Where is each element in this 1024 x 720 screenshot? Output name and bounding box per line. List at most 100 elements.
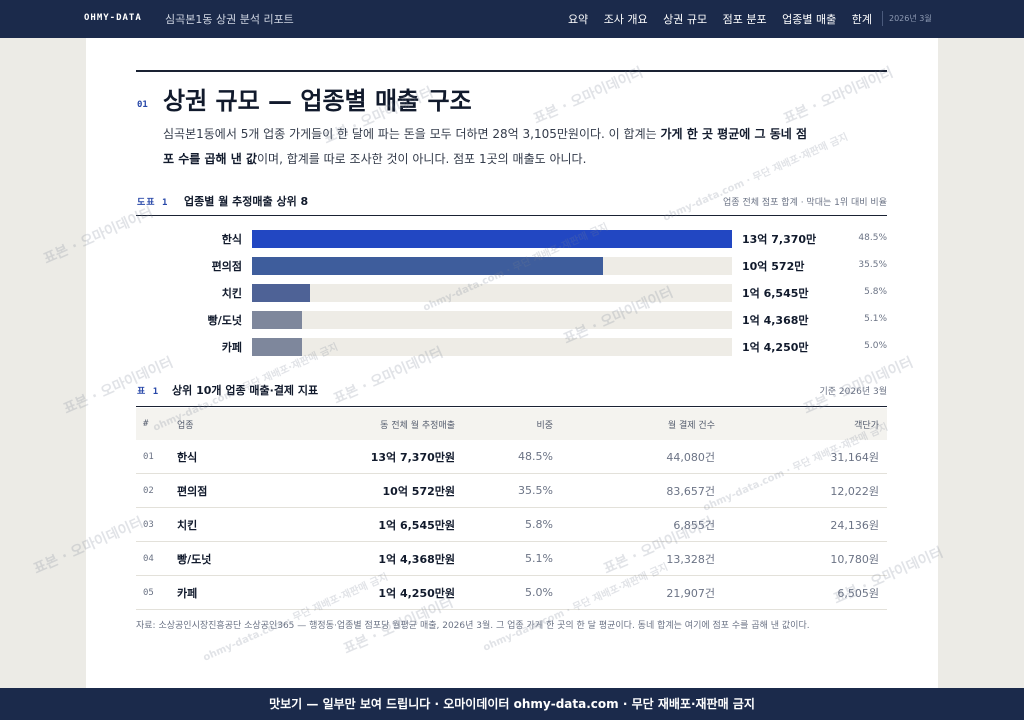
bar <box>252 284 310 302</box>
bar-label: 편의점 <box>211 260 242 273</box>
bar-row: 편의점 10억 572만 35.5% <box>86 257 938 275</box>
nav-item-sales-by-industry[interactable]: 업종별 매출 <box>782 13 837 26</box>
report-title: 심곡본1동 상권 분석 리포트 <box>165 13 294 26</box>
cell-industry: 빵/도넛 <box>171 541 293 576</box>
bar-track <box>252 311 732 329</box>
figure-title: 업종별 월 추정매출 상위 8 <box>184 195 309 208</box>
cell-monthly-sales: 13억 7,370만원 <box>293 440 461 474</box>
table-row: 01 한식 13억 7,370만원 48.5% 44,080건 31,164원 <box>136 440 887 474</box>
sales-table: # 업종 동 전체 월 추정매출 비중 월 결제 건수 객단가 01 한식 13… <box>136 408 887 610</box>
col-header-avg-ticket: 객단가 <box>721 408 887 440</box>
bar <box>252 230 732 248</box>
top-nav: 요약 조사 개요 상권 규모 점포 분포 업종별 매출 한계 <box>556 11 872 27</box>
cell-monthly-sales: 1억 4,250만원 <box>293 575 461 610</box>
bar-percent-label: 5.1% <box>864 314 887 324</box>
table-row: 04 빵/도넛 1억 4,368만원 5.1% 13,328건 10,780원 <box>136 541 887 576</box>
cell-share: 5.0% <box>461 575 559 610</box>
bar-value-label: 1억 4,368만 <box>742 314 809 327</box>
cell-payments: 83,657건 <box>559 473 721 508</box>
cell-share: 5.8% <box>461 507 559 542</box>
cell-payments: 6,855건 <box>559 507 721 542</box>
bar-row: 한식 13억 7,370만 48.5% <box>86 230 938 248</box>
cell-avg-ticket: 24,136원 <box>721 507 887 542</box>
section-lead: 심곡본1동에서 5개 업종 가게들이 한 달에 파는 돈을 모두 더하면 28억… <box>163 122 815 172</box>
nav-item-overview[interactable]: 조사 개요 <box>603 13 648 26</box>
cell-rank: 04 <box>136 541 171 576</box>
table-title: 상위 10개 업종 매출·결제 지표 <box>172 384 319 397</box>
bar-row: 치킨 1억 6,545만 5.8% <box>86 284 938 302</box>
col-header-share: 비중 <box>461 408 559 440</box>
section-number: 01 <box>137 100 148 110</box>
cell-monthly-sales: 1억 6,545만원 <box>293 507 461 542</box>
nav-item-market-size[interactable]: 상권 규모 <box>663 13 708 26</box>
col-header-monthly-sales: 동 전체 월 추정매출 <box>293 408 461 440</box>
bar <box>252 338 302 356</box>
brand-logo[interactable]: OHMY-DATA <box>84 13 142 23</box>
nav-item-summary[interactable]: 요약 <box>567 13 589 26</box>
bar-label: 치킨 <box>221 287 242 300</box>
cell-share: 5.1% <box>461 541 559 576</box>
bar <box>252 311 302 329</box>
bar-value-label: 13억 7,370만 <box>742 233 817 246</box>
table-code: 표 1 <box>137 387 160 397</box>
preview-banner: 맛보기 — 일부만 보여 드립니다 · 오마이데이터 ohmy-data.com… <box>0 688 1024 720</box>
cell-payments: 21,907건 <box>559 575 721 610</box>
bar-value-label: 10억 572만 <box>742 260 805 273</box>
nav-divider <box>882 11 883 26</box>
bar-percent-label: 5.0% <box>864 341 887 351</box>
cell-monthly-sales: 1억 4,368만원 <box>293 541 461 576</box>
report-date: 2026년 3월 <box>889 14 932 23</box>
cell-avg-ticket: 31,164원 <box>721 440 887 474</box>
lead-text-1: 심곡본1동에서 5개 업종 가게들이 한 달에 파는 돈을 모두 더하면 28억… <box>163 127 661 141</box>
cell-industry: 한식 <box>171 440 293 474</box>
cell-rank: 05 <box>136 575 171 610</box>
table-rule <box>136 406 887 407</box>
cell-avg-ticket: 10,780원 <box>721 541 887 576</box>
table-row: 05 카페 1억 4,250만원 5.0% 21,907건 6,505원 <box>136 575 887 610</box>
cell-avg-ticket: 6,505원 <box>721 575 887 610</box>
cell-rank: 01 <box>136 440 171 474</box>
cell-rank: 03 <box>136 507 171 542</box>
figure-code: 도표 1 <box>137 198 169 208</box>
nav-item-limitations[interactable]: 한계 <box>851 13 872 26</box>
cell-share: 35.5% <box>461 473 559 508</box>
bar-value-label: 1억 6,545만 <box>742 287 809 300</box>
cell-industry: 치킨 <box>171 507 293 542</box>
bar-label: 빵/도넛 <box>207 314 242 327</box>
cell-payments: 13,328건 <box>559 541 721 576</box>
bar-track <box>252 230 732 248</box>
cell-payments: 44,080건 <box>559 440 721 474</box>
bar-percent-label: 5.8% <box>864 287 887 297</box>
bar-row: 카페 1억 4,250만 5.0% <box>86 338 938 356</box>
section-title: 상권 규모 — 업종별 매출 구조 <box>163 86 472 115</box>
table-row: 02 편의점 10억 572만원 35.5% 83,657건 12,022원 <box>136 473 887 508</box>
bar <box>252 257 603 275</box>
bar-percent-label: 48.5% <box>858 233 887 243</box>
sales-bar-chart: 한식 13억 7,370만 48.5% 편의점 10억 572만 35.5% 치킨 1억 6,… <box>86 38 938 688</box>
table-header-row: # 업종 동 전체 월 추정매출 비중 월 결제 건수 객단가 <box>136 408 887 440</box>
nav-item-store-distribution[interactable]: 점포 분포 <box>722 13 767 26</box>
bar-label: 한식 <box>221 233 242 246</box>
bar-track <box>252 338 732 356</box>
top-bar: OHMY-DATA 심곡본1동 상권 분석 리포트 요약 조사 개요 상권 규모… <box>0 0 1024 38</box>
source-note: 자료: 소상공인시장진흥공단 소상공인365 — 행정동·업종별 점포당 월평균… <box>136 621 810 631</box>
cell-industry: 편의점 <box>171 473 293 508</box>
cell-rank: 02 <box>136 473 171 508</box>
cell-share: 48.5% <box>461 440 559 474</box>
col-header-payments: 월 결제 건수 <box>559 408 721 440</box>
bar-percent-label: 35.5% <box>858 260 887 270</box>
cell-industry: 카페 <box>171 575 293 610</box>
col-header-industry: 업종 <box>171 408 293 440</box>
cell-monthly-sales: 10억 572만원 <box>293 473 461 508</box>
bar-track <box>252 257 732 275</box>
figure-note: 업종 전체 점포 합계 · 막대는 1위 대비 비율 <box>723 198 887 208</box>
bar-label: 카페 <box>221 341 242 354</box>
report-page: 01 상권 규모 — 업종별 매출 구조 심곡본1동에서 5개 업종 가게들이 … <box>86 38 938 688</box>
cell-avg-ticket: 12,022원 <box>721 473 887 508</box>
table-note: 기준 2026년 3월 <box>819 387 887 397</box>
table-row: 03 치킨 1억 6,545만원 5.8% 6,855건 24,136원 <box>136 507 887 542</box>
lead-text-2: 이며, 합계를 따로 조사한 것이 아니다. 점포 1곳의 매출도 아니다. <box>257 152 587 166</box>
figure-rule <box>136 215 887 216</box>
section-top-rule <box>136 70 887 72</box>
lead-text-bold: 가게 한 곳 평균에 그 동네 점포 수를 곱해 낸 값 <box>163 127 807 166</box>
